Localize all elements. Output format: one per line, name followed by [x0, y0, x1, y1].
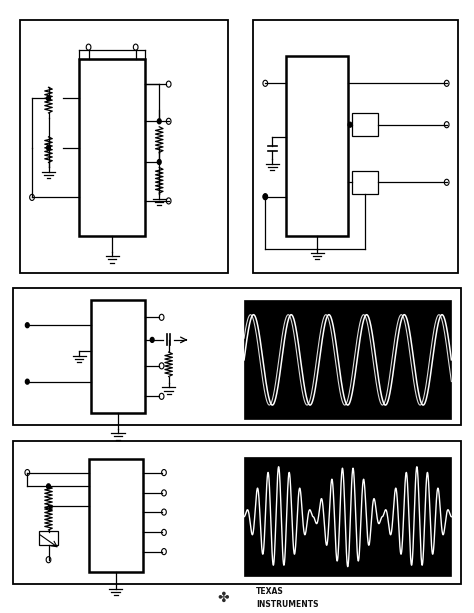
- Circle shape: [150, 337, 154, 342]
- Circle shape: [157, 159, 161, 164]
- Circle shape: [46, 484, 50, 489]
- Bar: [353, 113, 378, 136]
- Bar: [13, 441, 461, 584]
- Bar: [244, 300, 451, 419]
- Circle shape: [264, 194, 267, 199]
- Bar: [254, 20, 458, 273]
- Bar: [13, 288, 461, 425]
- Circle shape: [348, 122, 352, 127]
- Bar: [20, 20, 228, 273]
- Circle shape: [26, 379, 29, 384]
- Circle shape: [46, 145, 50, 150]
- Bar: [244, 457, 451, 576]
- Bar: [89, 459, 143, 572]
- Bar: [91, 300, 145, 413]
- Circle shape: [26, 323, 29, 328]
- Bar: [286, 56, 348, 237]
- Text: INSTRUMENTS: INSTRUMENTS: [256, 600, 319, 609]
- Text: ✤: ✤: [217, 590, 228, 604]
- Circle shape: [157, 119, 161, 124]
- Bar: [79, 59, 145, 237]
- Circle shape: [46, 96, 50, 101]
- Text: TEXAS: TEXAS: [256, 587, 283, 596]
- Bar: [39, 531, 58, 546]
- Bar: [353, 170, 378, 194]
